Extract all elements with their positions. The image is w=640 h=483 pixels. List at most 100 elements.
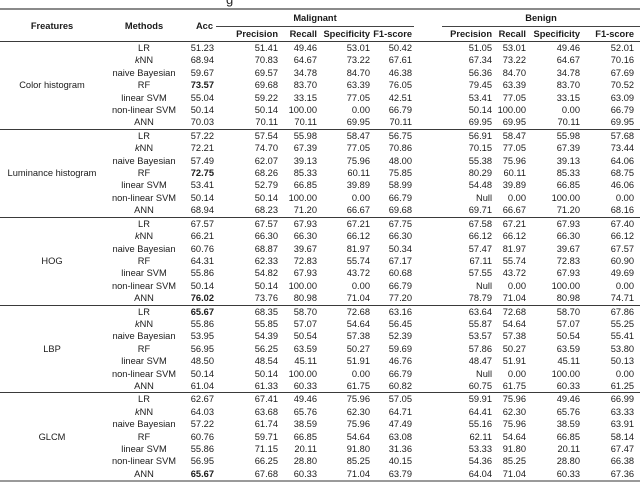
benign-specificity-value: 66.85 [556,180,581,191]
table-row: ANN 65.67 67.68 60.33 71.04 63.79 64.04 71.04 60… [0,468,640,481]
benign-specificity-value: 66.85 [556,431,581,442]
column-gap [414,179,442,191]
malignant-f1score-value: 56.75 [388,130,413,141]
benign-specificity-value: 67.93 [556,218,581,229]
malignant-specificity-header: Specificity [323,29,370,39]
malignant-precision-value: 67.68 [254,468,278,479]
benign-precision-value: 64.04 [468,468,493,479]
benign-precision-value: 55.16 [468,419,493,430]
malignant-specificity-value: 62.30 [346,406,370,417]
benign-recall-value: 0.00 [507,192,527,203]
feature-block-hog: HOG LR 67.57 67.57 67.93 67.21 67.75 67.58 67.21… [0,217,640,305]
group-header-benign: Benign [442,9,640,27]
acc-value: 61.04 [190,380,214,391]
table-row: naive Bayesian 57.49 62.07 39.13 75.96 48.00 5… [0,155,640,167]
malignant-specificity-value: 63.39 [346,80,370,91]
acc-value: 53.95 [190,331,214,342]
table-row: RF 64.31 62.33 72.83 55.74 67.17 67.11 55.74 72.… [0,255,640,267]
malignant-precision-value: 56.25 [254,343,278,354]
table-row: Color histogram LR 51.23 51.41 49.46 53.01 50.… [0,42,640,90]
benign-specificity-value: 60.33 [556,468,581,479]
malignant-precision-value: 70.11 [255,117,278,128]
malignant-f1score-value: 50.34 [388,243,413,254]
malignant-specificity-value: 55.74 [346,255,370,266]
malignant-precision-value: 68.26 [254,168,278,179]
malignant-recall-value: 100.00 [288,280,317,291]
benign-specificity-value: 38.59 [556,419,581,430]
benign-precision-value: 55.38 [468,155,493,166]
malignant-f1score-value: 66.79 [388,368,413,379]
benign-recall-value: 85.25 [502,456,527,467]
malignant-recall-value: 58.70 [293,306,317,317]
acc-value: 59.67 [190,67,214,78]
method-label: non-linear SVM [111,280,177,291]
malignant-precision-value: 54.39 [254,331,278,342]
benign-specificity-value: 100.00 [551,192,581,203]
acc-value: 55.86 [190,318,214,329]
acc-value: 56.95 [190,343,214,354]
malignant-precision-value: 59.22 [254,92,278,103]
col-header-acc: Acc [195,20,213,31]
malignant-specificity-value: 85.25 [346,456,370,467]
benign-recall-value: 72.68 [502,306,527,317]
malignant-specificity-value: 75.96 [346,394,370,405]
table-row: GLCM LR 62.67 67.41 49.46 75.96 57.05 59.91 75.9… [0,393,640,441]
malignant-recall-value: 71.20 [293,205,317,216]
column-gap [414,292,442,305]
benign-recall-value: 100.00 [497,105,527,116]
malignant-f1score-value: 70.11 [389,117,413,128]
table-row: RF 60.76 59.71 66.85 54.64 63.08 62.11 54.64 66.… [0,431,640,443]
malignant-specificity-value: 60.11 [347,168,370,179]
table-row: ANN 61.04 61.33 60.33 61.75 60.82 60.75 61.75 60… [0,380,640,393]
method-label: RF [137,343,151,354]
method-label: naive Bayesian [112,243,176,254]
method-label: kNN [134,143,154,154]
benign-recall-value: 0.00 [507,280,527,291]
benign-f1score-header: F1-score [595,29,635,39]
benign-f1score-value: 68.75 [610,168,635,179]
col-header-features: Freatures [30,20,74,31]
method-label: naive Bayesian [112,155,176,166]
malignant-precision-value: 52.79 [254,180,278,191]
benign-precision-value: Null [476,368,493,379]
benign-specificity-value: 71.20 [556,205,581,216]
malignant-f1score-value: 64.71 [388,406,413,417]
malignant-precision-value: 54.82 [254,268,278,279]
table-row: naive Bayesian 57.22 61.74 38.59 75.96 47.49 5… [0,418,640,430]
benign-precision-value: 57.47 [468,243,493,254]
benign-recall-value: 66.12 [502,231,527,242]
column-gap [414,204,442,217]
column-gap [414,243,442,255]
benign-specificity-value: 100.00 [551,368,581,379]
benign-specificity-value: 49.46 [556,43,581,53]
malignant-precision-value: 68.87 [254,243,278,254]
column-gap [414,142,442,154]
malignant-f1score-header: F1-score [373,29,413,39]
method-label: linear SVM [121,444,167,454]
benign-specificity-value: 45.11 [557,356,581,367]
malignant-recall-value: 57.07 [293,318,317,329]
benign-f1score-value: 70.52 [610,80,635,91]
malignant-f1score-value: 76.05 [388,80,413,91]
column-gap [414,129,442,142]
malignant-f1score-value: 63.79 [388,468,413,479]
benign-precision-value: 59.91 [468,394,493,405]
benign-f1score-value: 67.47 [610,444,635,454]
malignant-precision-value: 69.57 [254,67,278,78]
column-gap [414,92,442,104]
malignant-recall-value: 100.00 [288,192,317,203]
malignant-specificity-value: 84.70 [346,67,370,78]
malignant-recall-value: 55.98 [293,130,317,141]
column-gap [414,255,442,267]
malignant-specificity-value: 39.89 [346,180,370,191]
method-label: linear SVM [121,92,167,103]
benign-recall-value: 73.22 [502,55,527,66]
acc-value: 60.76 [190,243,214,254]
acc-value: 51.23 [190,43,214,53]
benign-f1score-value: 49.69 [610,268,635,279]
benign-recall-value: 0.00 [507,368,527,379]
benign-recall-value: 60.11 [503,168,527,179]
table-row: naive Bayesian 59.67 69.57 34.78 84.70 46.38 5… [0,67,640,79]
malignant-f1score-value: 60.82 [388,380,413,391]
benign-specificity-value: 34.78 [556,67,581,78]
